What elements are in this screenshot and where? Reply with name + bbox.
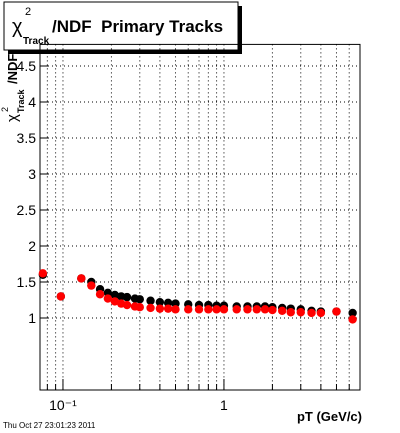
y-label-sup: 2 (0, 107, 10, 112)
title-symbol: χ (12, 16, 23, 38)
marker (219, 305, 229, 314)
y-tick-label: 4 (28, 94, 36, 110)
y-tick-label: 1.5 (17, 274, 37, 290)
y-tick-label: 3 (28, 166, 36, 182)
marker (135, 295, 144, 304)
marker (103, 294, 113, 303)
marker (243, 305, 252, 314)
y-axis-label: χ 2 Track /NDF (0, 54, 26, 122)
title-sup: 2 (25, 6, 31, 18)
x-axis-label: pT (GeV/c) (297, 409, 362, 424)
marker (122, 292, 132, 302)
title-text: /NDF Primary Tracks (52, 17, 223, 36)
marker (146, 303, 155, 313)
marker (87, 281, 96, 290)
marker (77, 274, 86, 283)
y-tick-label: 4.5 (17, 58, 37, 74)
marker (348, 315, 357, 324)
marker (163, 304, 173, 313)
x-tick-label: 10⁻¹ (49, 397, 77, 413)
marker (232, 305, 241, 314)
y-tick-label: 3.5 (17, 130, 37, 146)
marker (277, 306, 287, 315)
y-tick-label: 2 (28, 238, 36, 254)
marker (332, 307, 341, 316)
marker (184, 305, 193, 314)
marker (155, 297, 165, 307)
marker (146, 296, 155, 305)
marker (348, 308, 357, 318)
marker (56, 292, 66, 301)
marker (95, 290, 105, 299)
marker (155, 304, 165, 313)
y-label-symbol: χ (4, 114, 21, 122)
marker (110, 297, 120, 306)
title-box (3, 1, 239, 51)
marker (204, 305, 213, 314)
marker (171, 305, 180, 314)
marker (296, 308, 305, 317)
marker (307, 308, 316, 318)
y-tick-label: 1 (28, 310, 36, 326)
marker (38, 269, 48, 278)
title-sub: Track (23, 36, 50, 47)
marker (268, 305, 277, 315)
y-label-sub: Track (16, 88, 26, 113)
marker (194, 305, 204, 314)
plot-frame (39, 43, 361, 391)
marker (316, 308, 326, 318)
marker (171, 299, 180, 308)
marker (122, 300, 132, 310)
marker (135, 303, 144, 312)
x-tick-label: 1 (220, 397, 228, 413)
y-label-text: /NDF (5, 54, 20, 84)
marker (260, 305, 270, 314)
marker (286, 308, 295, 317)
marker (163, 298, 173, 308)
marker (103, 288, 113, 297)
y-tick-label: 2.5 (17, 202, 37, 218)
marker (212, 305, 221, 314)
timestamp: Thu Oct 27 23:01:23 2011 (3, 421, 96, 430)
marker (110, 290, 120, 300)
marker (252, 305, 262, 314)
